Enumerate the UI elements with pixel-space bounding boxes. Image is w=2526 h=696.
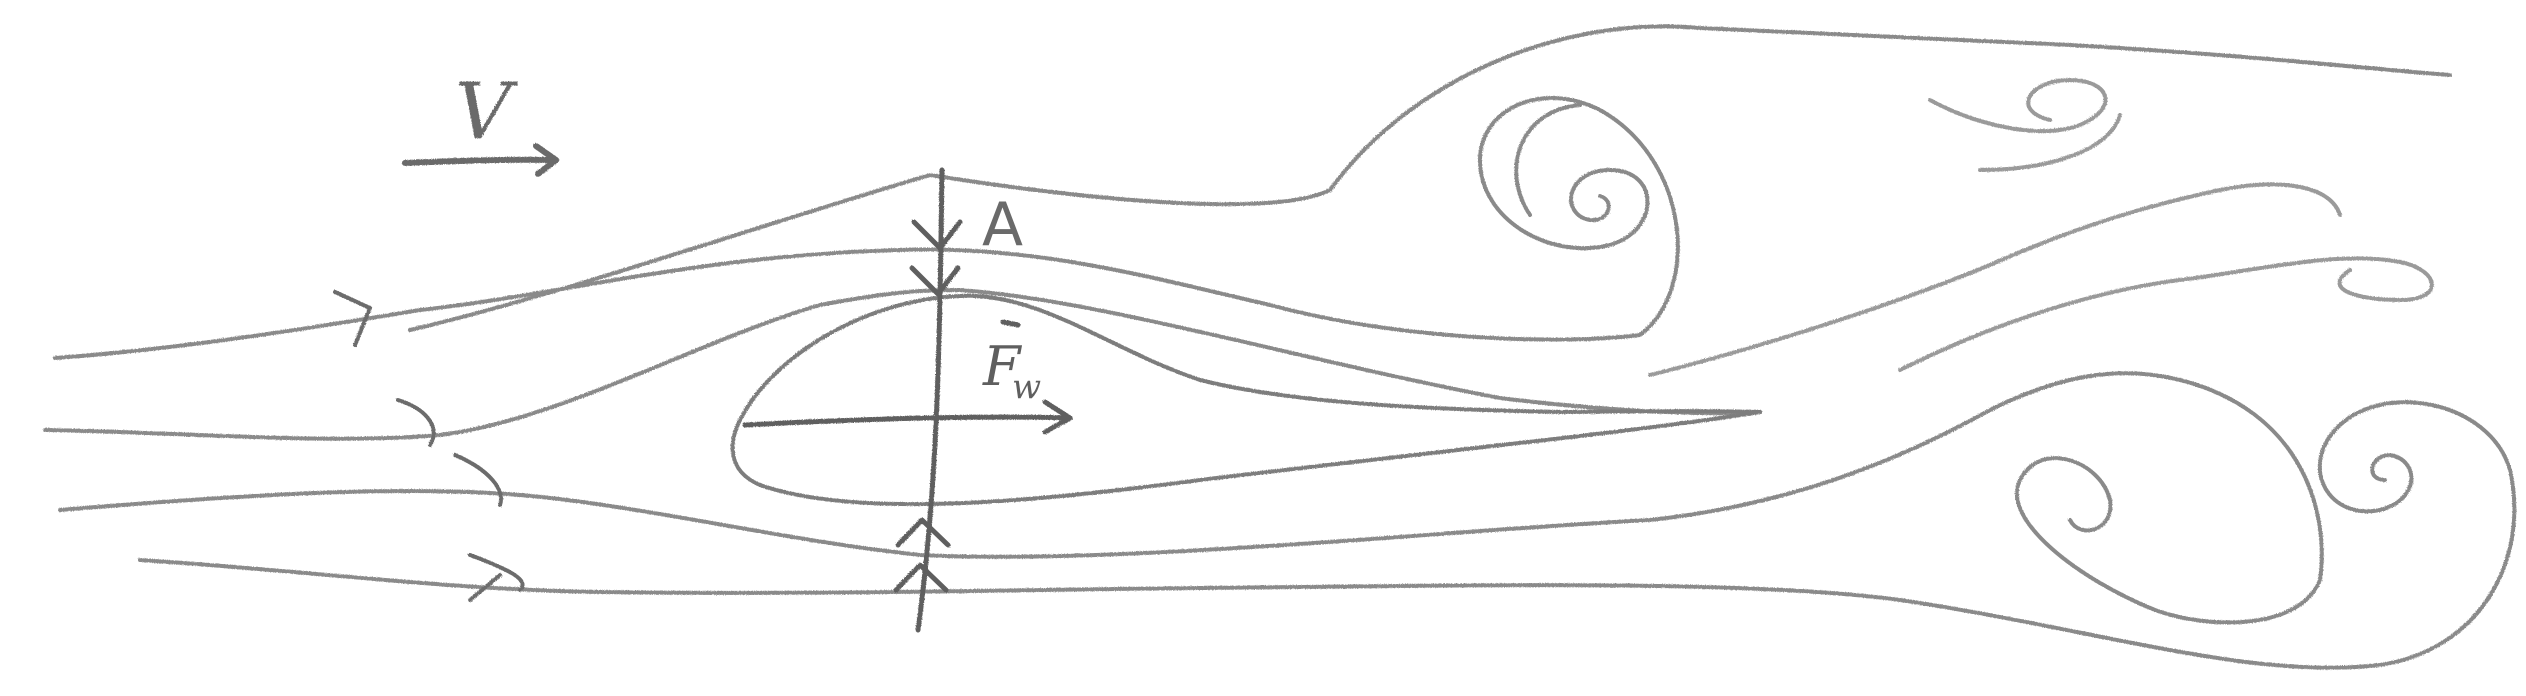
flow-arrow-4 (468, 553, 525, 592)
flow-arrow-1 (333, 290, 372, 347)
cross-section-arrow-top-1 (911, 219, 963, 251)
wake-streak-4 (1978, 113, 2122, 172)
wake-streak-2 (1898, 256, 2434, 372)
streamline-obstacle-top (43, 288, 1762, 441)
flow-arrows (333, 290, 525, 602)
cross-section-arrow-bottom-1 (895, 517, 951, 548)
flow-arrow-2 (396, 398, 436, 447)
force-overbar (1000, 319, 1021, 328)
streamline-mid (58, 371, 2324, 625)
flow-arrow-5 (468, 573, 502, 602)
cross-section-arrow-bottom-2 (893, 562, 949, 593)
force-label-subscript: w (1012, 367, 1041, 407)
force-arrow-head (1042, 399, 1073, 435)
velocity-label: V (455, 67, 518, 157)
wake-streak-1 (1648, 182, 2342, 377)
velocity-arrow-shaft (402, 156, 553, 166)
point-label-a: A (982, 190, 1023, 260)
force-vector (742, 319, 1073, 435)
force-arrow-shaft (742, 414, 1073, 428)
cross-section-arrow-top-2 (909, 265, 961, 297)
velocity-arrow-head (533, 143, 559, 177)
force-label: F (982, 335, 1023, 398)
velocity-vector (402, 143, 559, 177)
wake-streak-3 (1928, 78, 2108, 133)
flow-arrow-3 (453, 453, 503, 507)
cross-section-line (915, 167, 945, 633)
streamline-upper (53, 96, 1680, 360)
vortex-top-right (1514, 103, 1582, 217)
cross-section (893, 167, 963, 633)
streamline-upper-outer (408, 24, 2452, 332)
vortex-upper-center (1569, 168, 1650, 247)
streamline-lower (138, 400, 2517, 670)
obstacle-body (730, 293, 1762, 507)
